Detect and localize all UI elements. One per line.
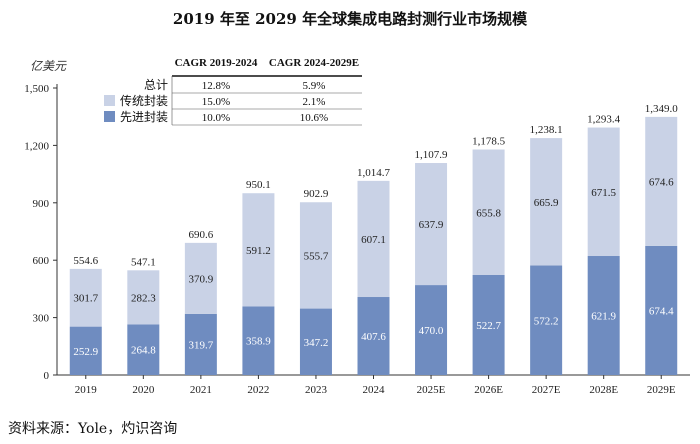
cagr-value: 2.1% (303, 96, 326, 108)
data-label-total: 1,178.5 (472, 136, 506, 148)
bar-advanced-packaging (184, 313, 217, 375)
data-label-total: 1,238.1 (530, 124, 563, 136)
x-tick-label: 2021 (190, 384, 212, 396)
x-tick-label: 2023 (305, 384, 328, 396)
bar-advanced-packaging (587, 256, 620, 375)
y-axis-label: 亿美元 (30, 59, 67, 73)
x-tick-label: 2020 (132, 384, 155, 396)
legend-swatch (104, 95, 115, 106)
bar-advanced-packaging (69, 326, 102, 375)
data-label-total: 547.1 (131, 256, 156, 268)
data-label-total: 690.6 (188, 229, 213, 241)
bar-traditional-packaging (184, 242, 217, 314)
x-tick-label: 2022 (247, 384, 269, 396)
data-label-traditional: 671.5 (591, 187, 616, 199)
data-label-total: 1,107.9 (415, 149, 449, 161)
bar-advanced-packaging (530, 265, 563, 375)
y-tick-label: 600 (33, 255, 50, 267)
y-tick-label: 1,500 (24, 83, 49, 95)
x-tick-label: 2026E (474, 384, 503, 396)
data-label-total: 1,349.0 (645, 103, 679, 115)
bar-traditional-packaging (415, 163, 448, 286)
data-label-traditional: 555.7 (304, 250, 329, 262)
data-label-traditional: 282.3 (131, 292, 156, 304)
data-label-total: 1,014.7 (357, 167, 391, 179)
x-tick-label: 2029E (647, 384, 676, 396)
bar-traditional-packaging (645, 116, 678, 246)
data-label-advanced: 407.6 (361, 331, 386, 343)
data-label-total: 950.1 (246, 179, 271, 191)
bar-traditional-packaging (242, 193, 275, 307)
data-label-traditional: 655.8 (476, 207, 501, 219)
bar-traditional-packaging (357, 180, 390, 298)
data-label-advanced: 358.9 (246, 336, 271, 348)
x-tick-label: 2028E (589, 384, 618, 396)
source-note: 资料来源：Yole，灼识咨询 (8, 421, 178, 437)
data-label-total: 1,293.4 (587, 114, 621, 126)
data-label-advanced: 674.4 (649, 305, 674, 317)
data-label-traditional: 665.9 (534, 197, 559, 209)
legend-row-label: 传统封装 (120, 93, 168, 108)
data-label-total: 902.9 (304, 188, 329, 200)
data-label-advanced: 252.9 (73, 346, 98, 358)
y-tick-label: 900 (33, 198, 50, 210)
y-tick-label: 300 (33, 313, 50, 325)
legend-row-label: 总计 (144, 78, 168, 92)
data-label-advanced: 621.9 (591, 311, 616, 323)
bar-traditional-packaging (472, 149, 505, 275)
x-tick-label: 2027E (532, 384, 561, 396)
bar-traditional-packaging (530, 138, 563, 266)
bar-traditional-packaging (299, 202, 332, 309)
cagr-header: CAGR 2024-2029E (269, 57, 359, 69)
bar-advanced-packaging (127, 324, 160, 375)
y-tick-label: 1,200 (24, 140, 49, 152)
cagr-value: 10.0% (202, 112, 230, 124)
data-label-traditional: 591.2 (246, 245, 271, 257)
legend-row-label: 先进封装 (120, 110, 168, 124)
data-label-advanced: 319.7 (188, 339, 213, 351)
bar-advanced-packaging (242, 306, 275, 375)
bar-advanced-packaging (299, 308, 332, 375)
bar-traditional-packaging (587, 127, 620, 257)
cagr-value: 12.8% (202, 80, 230, 92)
data-label-traditional: 301.7 (73, 293, 98, 305)
bar-advanced-packaging (472, 274, 505, 375)
data-label-advanced: 347.2 (304, 337, 329, 349)
bar-traditional-packaging (69, 268, 102, 327)
legend-swatch (104, 111, 115, 122)
bar-advanced-packaging (415, 285, 448, 375)
cagr-value: 5.9% (303, 80, 326, 92)
y-tick-label: 0 (44, 370, 50, 382)
x-tick-label: 2019 (75, 384, 98, 396)
data-label-advanced: 572.2 (534, 315, 559, 327)
cagr-value: 15.0% (202, 96, 230, 108)
bar-advanced-packaging (357, 297, 390, 375)
x-tick-label: 2025E (417, 384, 446, 396)
data-label-advanced: 522.7 (476, 320, 501, 332)
data-label-total: 554.6 (73, 255, 98, 267)
data-label-traditional: 607.1 (361, 234, 386, 246)
data-label-advanced: 470.0 (419, 325, 444, 337)
data-label-traditional: 674.6 (649, 176, 674, 188)
data-label-advanced: 264.8 (131, 345, 156, 357)
data-label-traditional: 370.9 (188, 273, 213, 285)
x-tick-label: 2024 (363, 384, 386, 396)
bar-traditional-packaging (127, 270, 160, 325)
cagr-value: 10.6% (300, 112, 328, 124)
data-label-traditional: 637.9 (419, 219, 444, 231)
chart-title: 2019 年至 2029 年全球集成电路封测行业市场规模 (172, 10, 528, 28)
bar-advanced-packaging (645, 245, 678, 375)
cagr-header: CAGR 2019-2024 (175, 57, 258, 69)
